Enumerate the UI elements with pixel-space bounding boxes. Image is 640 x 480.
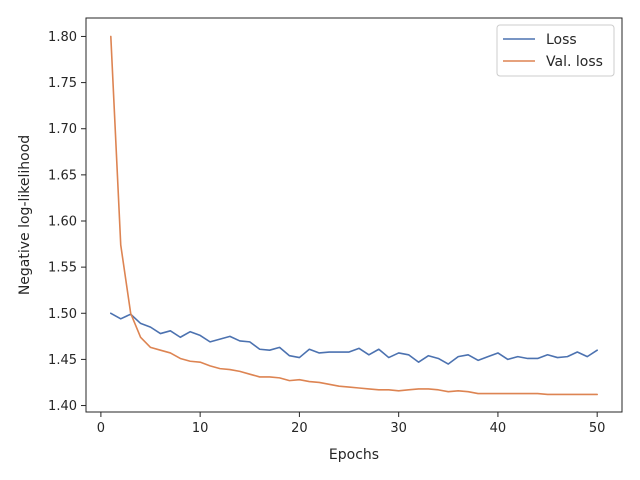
y-tick-label: 1.75 <box>48 76 77 91</box>
legend-label-loss: Loss <box>546 32 577 48</box>
plot-frame <box>85 17 623 413</box>
x-tick-label: 30 <box>390 421 407 436</box>
series-lines <box>110 35 598 396</box>
series-line-val-loss <box>110 35 598 396</box>
y-tick-label: 1.65 <box>48 168 77 183</box>
x-tick-label: 10 <box>192 421 209 436</box>
x-tick-label: 0 <box>97 421 105 436</box>
y-tick-label: 1.70 <box>48 122 77 137</box>
x-tick-label: 40 <box>490 421 507 436</box>
x-axis-label: Epochs <box>329 447 379 463</box>
x-tick-label: 50 <box>589 421 606 436</box>
y-axis-label: Negative log-likelihood <box>17 135 33 295</box>
y-tick-label: 1.60 <box>48 214 77 229</box>
y-tick-label: 1.45 <box>48 353 77 368</box>
y-tick-label: 1.80 <box>48 30 77 45</box>
x-tick-label: 20 <box>291 421 308 436</box>
legend: Loss Val. loss <box>496 24 615 77</box>
plot-background <box>86 18 622 412</box>
series-line-loss <box>110 312 598 365</box>
legend-box <box>496 24 615 77</box>
legend-label-val-loss: Val. loss <box>546 54 603 70</box>
y-tick-label: 1.50 <box>48 307 77 322</box>
y-tick-label: 1.40 <box>48 399 77 414</box>
y-axis-ticks: 1.40 1.45 1.50 1.55 1.60 1.65 1.70 1.75 1.80 <box>48 30 86 414</box>
y-tick-label: 1.55 <box>48 261 77 276</box>
x-axis-ticks: 0 10 20 30 40 50 <box>97 412 606 436</box>
